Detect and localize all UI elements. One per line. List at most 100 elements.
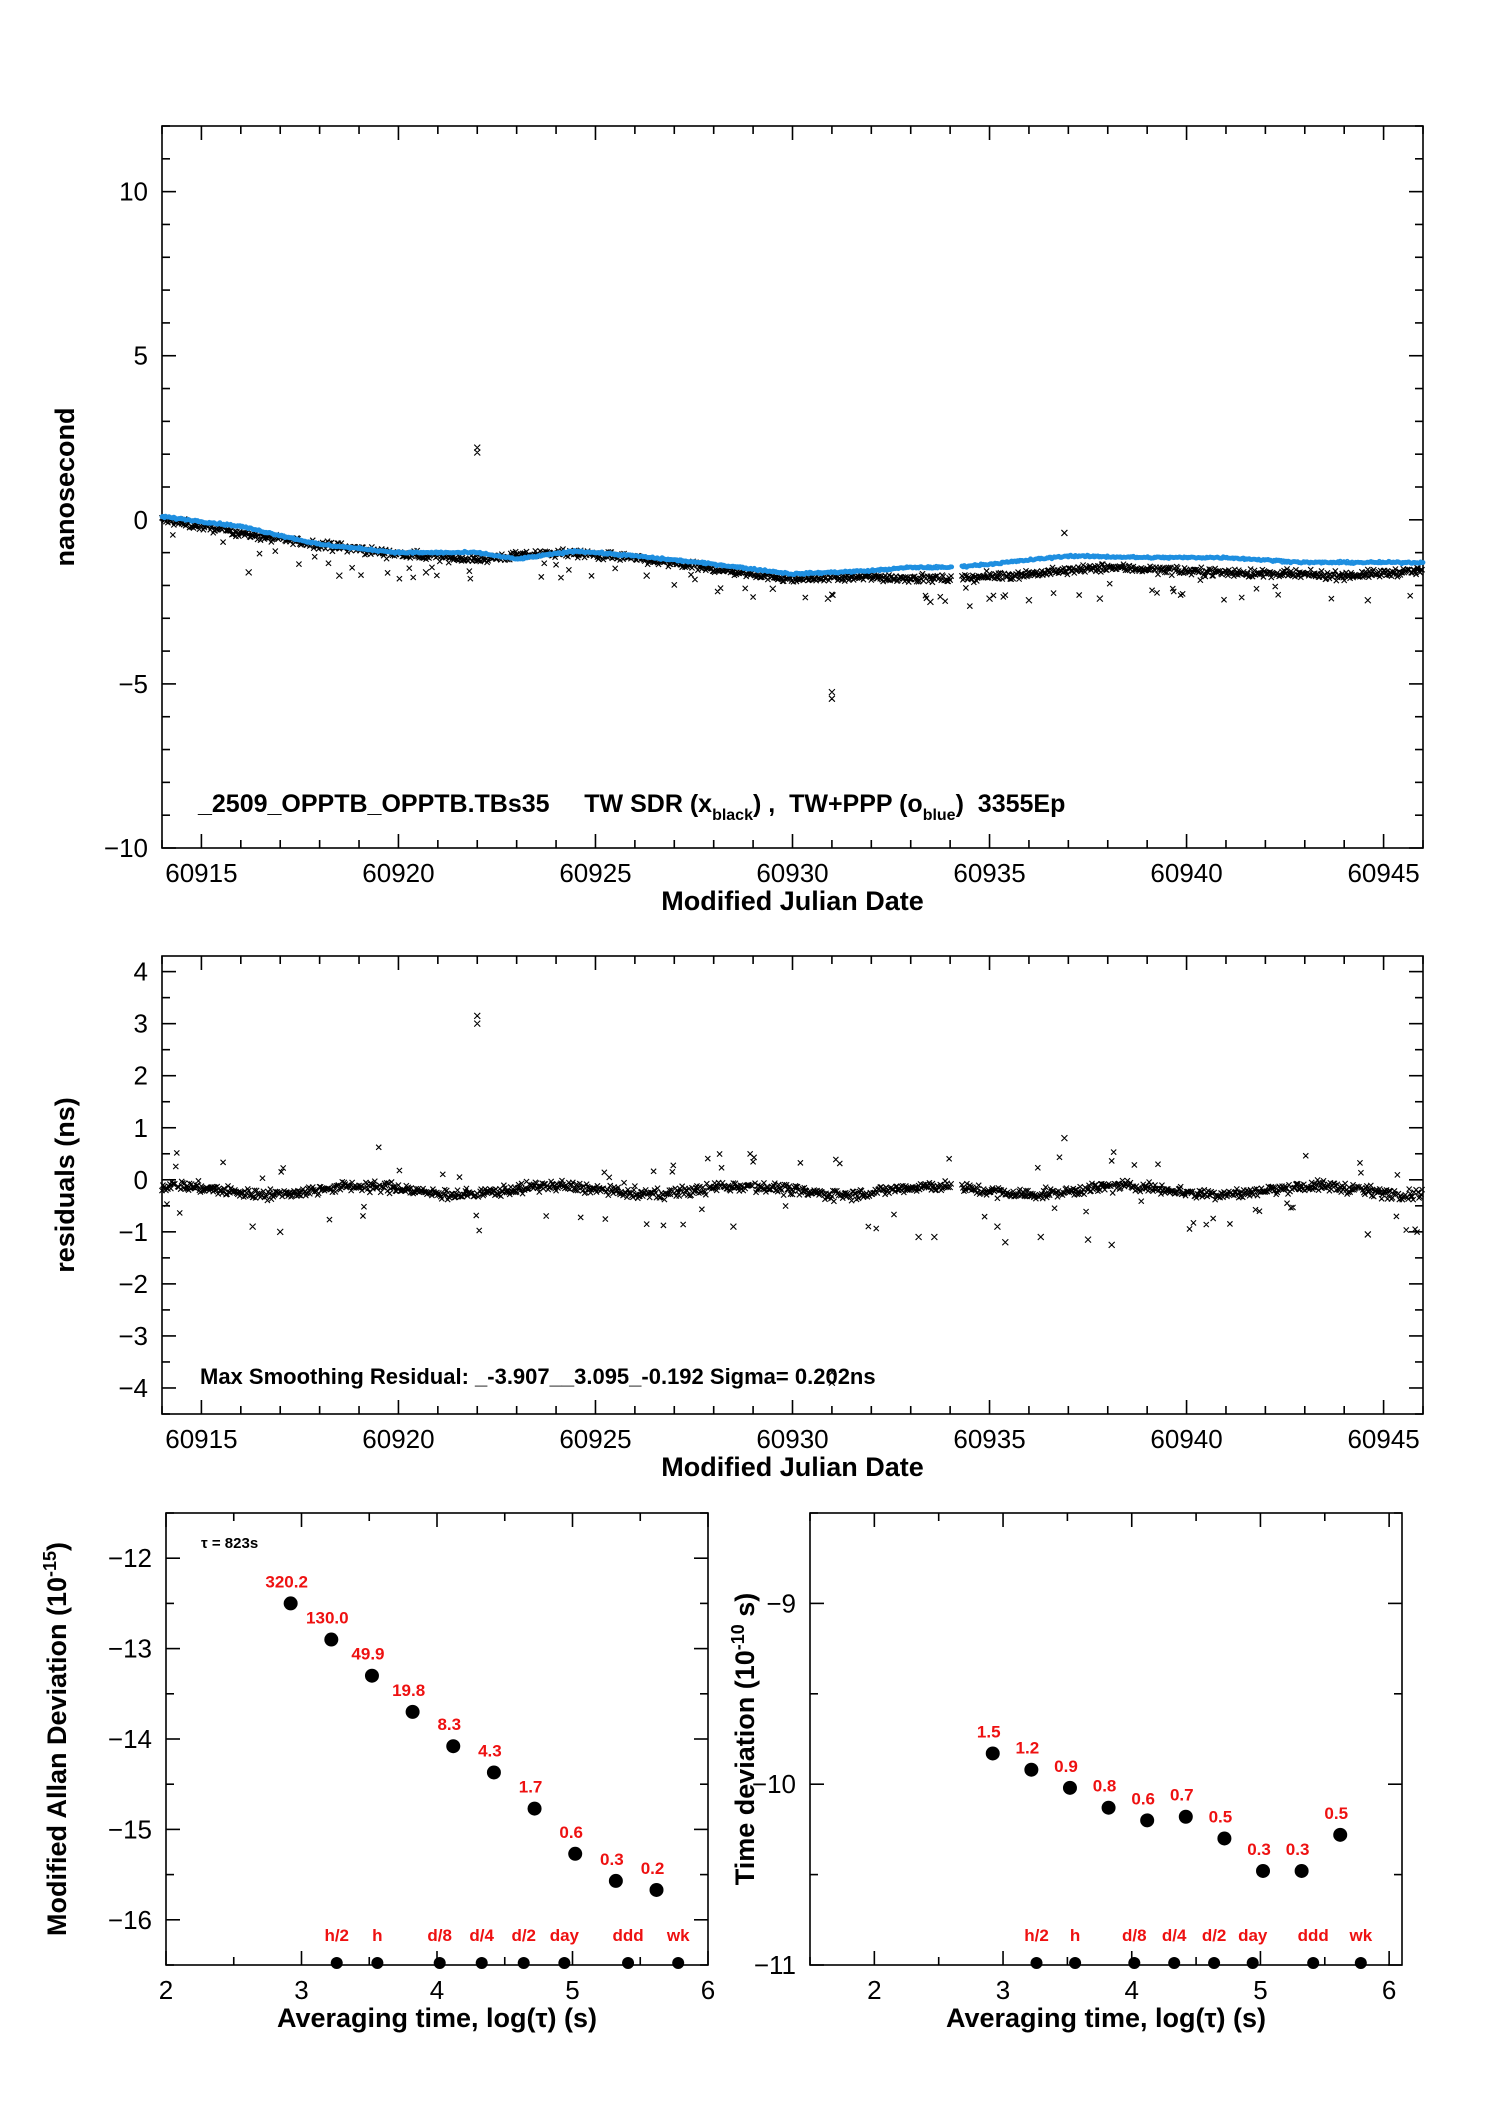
- time-deviation-chart: 2 3 4 5 6 −11 −10 −9 Averaging time, log(τ) (s) T…: [728, 1512, 1403, 2033]
- y-tick-label: −14: [108, 1724, 152, 1754]
- time-marker-dot: [1069, 1957, 1082, 1969]
- time-marker-label: d/4: [1162, 1926, 1187, 1945]
- time-marker-label: day: [550, 1926, 580, 1945]
- deviation-value-label: 8.3: [437, 1715, 461, 1734]
- y-tick-label: 4: [134, 957, 148, 987]
- x-axis-title: Averaging time, log(τ) (s): [277, 2003, 597, 2033]
- time-marker-dot: [517, 1957, 530, 1969]
- x-tick-label: 60945: [1347, 858, 1419, 888]
- y-tick-label: 0: [134, 1165, 148, 1195]
- plot-frame: [809, 1512, 1403, 1966]
- y-tick-label: −4: [118, 1373, 148, 1403]
- series-residual-crosses: [159, 1012, 1425, 1387]
- time-marker-label: h: [1070, 1926, 1080, 1945]
- time-marker-label: wk: [666, 1926, 690, 1945]
- x-tick-label: 6: [1382, 1975, 1396, 2005]
- deviation-value-label: 49.9: [351, 1645, 384, 1664]
- deviation-point: [486, 1765, 501, 1780]
- y-tick-label: 10: [119, 177, 148, 207]
- y-tick-label: −10: [752, 1769, 796, 1799]
- x-tick-label: 60920: [362, 1424, 434, 1454]
- time-marker-dot: [1128, 1957, 1141, 1969]
- time-marker-label: h/2: [324, 1926, 349, 1945]
- time-marker-dot: [672, 1957, 685, 1969]
- deviation-point: [1333, 1827, 1348, 1842]
- deviation-point: [446, 1739, 461, 1754]
- deviation-value-label: 0.3: [600, 1850, 624, 1869]
- time-marker-dot: [433, 1957, 446, 1969]
- x-tick-label: 60930: [756, 858, 828, 888]
- x-tick-label: 60945: [1347, 1424, 1419, 1454]
- deviation-value-label: 1.2: [1016, 1739, 1040, 1758]
- time-marker-label: ddd: [612, 1926, 643, 1945]
- time-marker-label: d/2: [511, 1926, 536, 1945]
- deviation-point: [405, 1704, 420, 1719]
- time-marker-dot: [1030, 1957, 1043, 1969]
- y-tick-label: −9: [766, 1588, 796, 1618]
- time-marker-dot: [1168, 1957, 1181, 1969]
- x-tick-label: 5: [1253, 1975, 1267, 2005]
- y-tick-label: −15: [108, 1814, 152, 1844]
- tau-note: τ = 823s: [201, 1535, 258, 1552]
- x-tick-label: 3: [294, 1975, 308, 2005]
- time-marker-dot: [1354, 1957, 1367, 1969]
- y-tick-label: 3: [134, 1009, 148, 1039]
- deviation-value-label: 320.2: [265, 1572, 308, 1591]
- y-tick-label: 2: [134, 1061, 148, 1091]
- deviation-point: [324, 1632, 339, 1647]
- time-marker-label: d/8: [427, 1926, 452, 1945]
- x-tick-label: 4: [1125, 1975, 1139, 2005]
- deviation-point: [985, 1746, 1000, 1761]
- y-tick-label: −16: [108, 1905, 152, 1935]
- y-tick-label: 0: [134, 505, 148, 535]
- deviation-value-label: 1.5: [977, 1722, 1001, 1741]
- deviation-value-label: 0.5: [1324, 1804, 1348, 1823]
- x-tick-label: 60940: [1150, 1424, 1222, 1454]
- y-tick-label: −13: [108, 1634, 152, 1664]
- deviation-value-label: 19.8: [392, 1681, 425, 1700]
- x-tick-label: 60925: [559, 858, 631, 888]
- deviation-point: [1062, 1780, 1077, 1795]
- time-marker-dot: [330, 1957, 343, 1969]
- x-tick-label: 2: [867, 1975, 881, 2005]
- deviation-value-label: 0.5: [1209, 1807, 1233, 1826]
- time-marker-dot: [558, 1957, 571, 1969]
- x-tick-label: 60930: [756, 1424, 828, 1454]
- x-tick-label: 6: [701, 1975, 715, 2005]
- deviation-point: [649, 1882, 664, 1897]
- y-tick-label: −10: [104, 833, 148, 863]
- x-axis-title: Modified Julian Date: [661, 1452, 924, 1482]
- residuals-chart: 60915 60920 60925 60930 60935 60940 60945 −4 −3 −…: [50, 955, 1425, 1482]
- deviation-point: [283, 1596, 298, 1611]
- time-marker-dot: [1246, 1957, 1259, 1969]
- x-tick-label: 60915: [165, 1424, 237, 1454]
- time-marker-dot: [1208, 1957, 1221, 1969]
- y-axis-title: Modified Allan Deviation (10-15): [40, 1542, 72, 1936]
- x-tick-label: 2: [159, 1975, 173, 2005]
- x-axis-title: Averaging time, log(τ) (s): [946, 2003, 1266, 2033]
- deviation-point: [1101, 1800, 1116, 1815]
- x-tick-label: 60935: [953, 858, 1025, 888]
- time-marker-label: d/8: [1122, 1926, 1147, 1945]
- deviation-point: [1178, 1809, 1193, 1824]
- phase-chart: 60915 60920 60925 60930 60935 60940 60945 −10 −5…: [50, 125, 1426, 916]
- plot-frame: [161, 125, 1424, 849]
- time-marker-label: d/2: [1202, 1926, 1227, 1945]
- modified-allan-deviation-chart: 2 3 4 5 6 −16 −15 −14 −13 −12 Averaging time, log(…: [40, 1512, 715, 2033]
- x-axis-title: Modified Julian Date: [661, 886, 924, 916]
- twppp-point: [1420, 560, 1426, 565]
- y-tick-label: −11: [754, 1950, 796, 1980]
- deviation-point: [568, 1846, 583, 1861]
- time-marker-dot: [371, 1957, 384, 1969]
- deviation-value-label: 0.6: [559, 1823, 583, 1842]
- time-marker-label: h/2: [1024, 1926, 1049, 1945]
- twppp-point: [949, 564, 955, 570]
- deviation-value-label: 0.9: [1054, 1757, 1078, 1776]
- x-tick-label: 5: [565, 1975, 579, 2005]
- time-marker-dot: [622, 1957, 635, 1969]
- time-marker-label: day: [1238, 1926, 1268, 1945]
- deviation-point: [1024, 1762, 1039, 1777]
- residual-annotation: Max Smoothing Residual: _-3.907__3.095_-…: [200, 1364, 876, 1389]
- y-tick-label: −1: [118, 1217, 148, 1247]
